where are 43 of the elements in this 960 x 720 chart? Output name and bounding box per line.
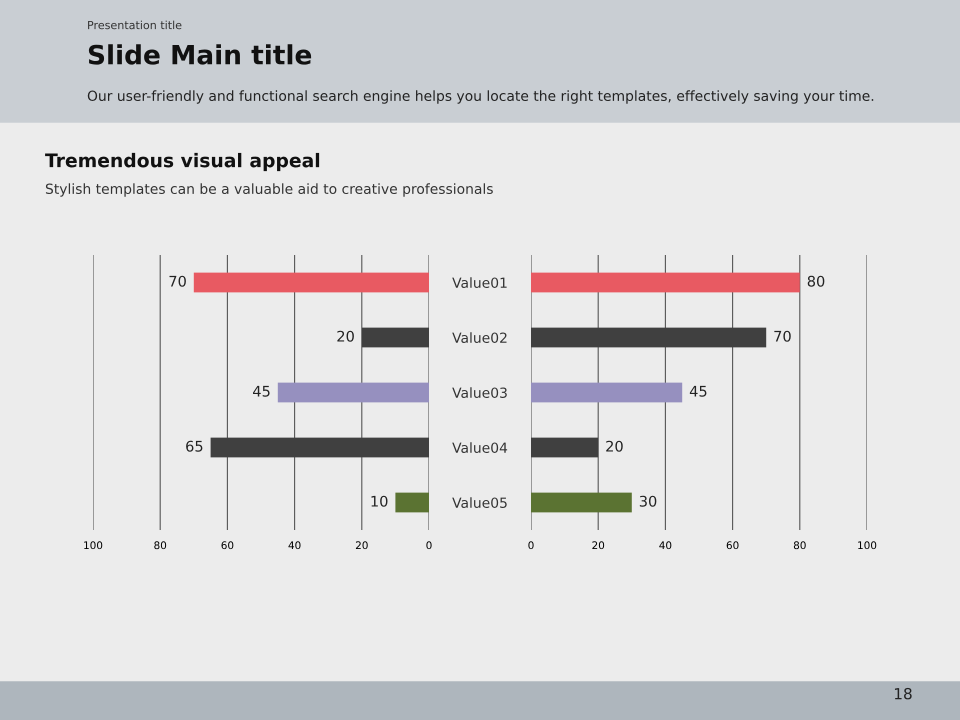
x-tick-label: 60 bbox=[726, 541, 739, 550]
bar bbox=[531, 438, 598, 458]
bar bbox=[531, 492, 632, 512]
bar bbox=[362, 328, 429, 348]
text: Slide Main title bbox=[88, 44, 312, 65]
data-label: 10 bbox=[372, 496, 388, 507]
x-tick-label: 100 bbox=[84, 541, 102, 550]
data-label: 80 bbox=[808, 276, 824, 287]
bar bbox=[210, 438, 429, 458]
data-label: 20 bbox=[606, 440, 623, 452]
x-tick-label: 20 bbox=[592, 541, 604, 550]
y-tick-label: Value02 bbox=[452, 332, 507, 343]
text: 18 bbox=[894, 688, 912, 700]
y-tick-label: Value01 bbox=[452, 277, 507, 288]
data-label: 70 bbox=[169, 276, 186, 287]
x-tick-label: 40 bbox=[288, 541, 301, 550]
x-tick-label: 0 bbox=[528, 541, 534, 550]
chart-subtitle: Stylish templates can be a valuable aid to creative professionals bbox=[46, 183, 493, 197]
y-tick-label: Value05 bbox=[452, 497, 507, 508]
y-tick-label: Value03 bbox=[452, 387, 507, 398]
bar bbox=[531, 272, 800, 292]
bar bbox=[531, 328, 766, 348]
x-tick-label: 100 bbox=[858, 541, 876, 550]
x-tick-label: 60 bbox=[222, 541, 234, 550]
data-label: 30 bbox=[640, 496, 656, 507]
text: Presentation title bbox=[88, 20, 182, 30]
x-tick-label: 80 bbox=[154, 541, 166, 550]
y-tick-label: Value04 bbox=[452, 442, 508, 453]
text: Our user-friendly and functional search engine helps you locate the right templates, effectively saving your time. bbox=[88, 90, 874, 104]
bar bbox=[531, 382, 682, 402]
bar bbox=[278, 382, 429, 402]
chart-title: Tremendous visual appeal bbox=[45, 152, 320, 172]
bar bbox=[395, 492, 429, 512]
x-tick-label: 0 bbox=[426, 541, 432, 550]
data-label: 45 bbox=[690, 386, 706, 397]
x-tick-label: 20 bbox=[356, 541, 368, 550]
data-label: 70 bbox=[774, 330, 791, 342]
bar bbox=[194, 272, 429, 292]
data-label: 45 bbox=[253, 386, 270, 397]
x-tick-label: 40 bbox=[659, 541, 672, 550]
data-label: 65 bbox=[186, 440, 202, 452]
data-label: 20 bbox=[337, 330, 354, 342]
x-tick-label: 80 bbox=[794, 541, 806, 550]
